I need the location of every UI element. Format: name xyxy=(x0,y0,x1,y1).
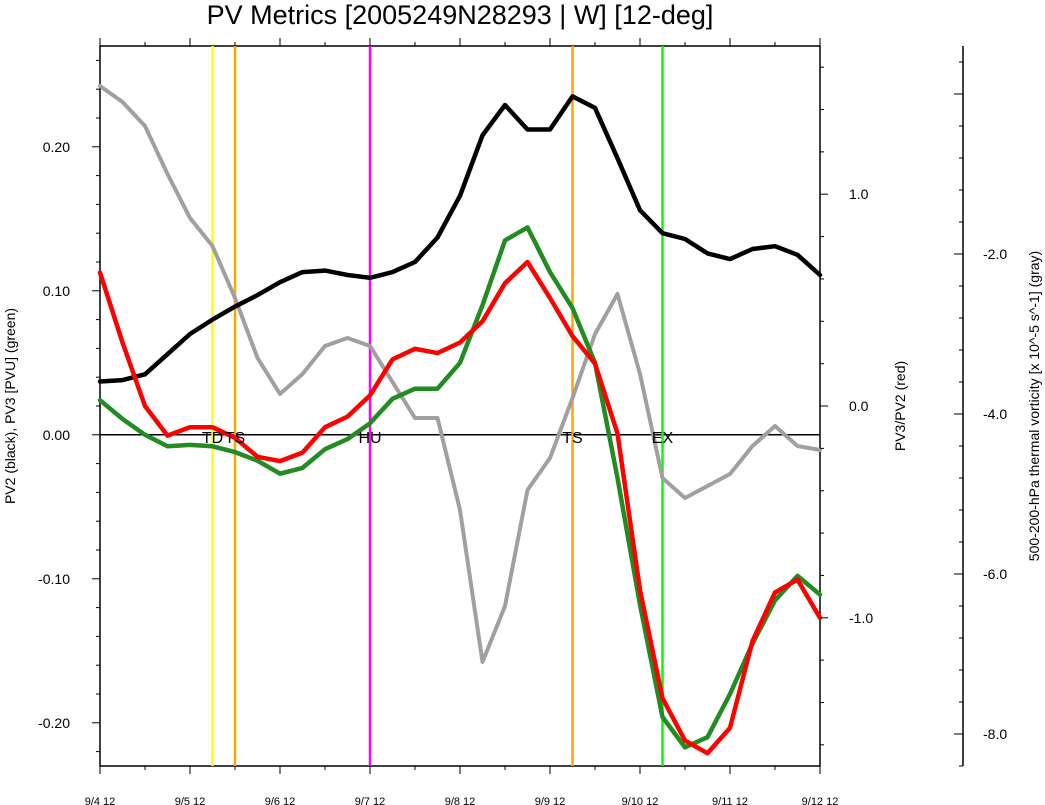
left-tick-label: 0.20 xyxy=(43,139,70,155)
event-label: HU xyxy=(358,430,381,447)
series-line-left xyxy=(97,94,823,384)
x-tick-label: 9/12 12 xyxy=(802,796,839,805)
x-tick-label: 9/7 12 xyxy=(355,796,386,805)
right-tick-label: -1.0 xyxy=(849,610,873,626)
far-right-tick-label: -4.0 xyxy=(983,406,1007,422)
x-tick-label: 9/8 12 xyxy=(445,796,476,805)
right-axis-label: PV3/PV2 (red) xyxy=(892,361,908,451)
plot-frame-group xyxy=(99,45,821,767)
chart-title: PV Metrics [2005249N28293 | W] [12-deg] xyxy=(207,0,714,30)
event-labels-group: TD TS HU TS EX xyxy=(202,430,674,447)
axes-group: 9/4 12 9/5 12 9/6 12 9/7 12 9/8 12 9/9 12 9/10… xyxy=(38,38,1007,805)
event-label: TD xyxy=(202,430,223,447)
right-tick-label: 1.0 xyxy=(849,186,869,202)
far-right-tick-label: -8.0 xyxy=(983,726,1007,742)
right-tick-label: 0.0 xyxy=(849,398,869,414)
series-line-left xyxy=(97,225,823,750)
left-tick-label: 0.10 xyxy=(43,283,70,299)
event-label: EX xyxy=(652,430,674,447)
far-right-tick-label: -2.0 xyxy=(983,246,1007,262)
x-tick-label: 9/6 12 xyxy=(265,796,296,805)
x-tick-label: 9/5 12 xyxy=(175,796,206,805)
left-tick-label: -0.20 xyxy=(38,715,70,731)
far-right-axis-label: 500-200-hPa thermal vorticity [x 10^-5 s… xyxy=(1026,251,1042,561)
x-tick-label: 9/4 12 xyxy=(85,796,116,805)
left-tick-label: -0.10 xyxy=(38,571,70,587)
event-label: TS xyxy=(562,430,582,447)
left-axis-label: PV2 (black), PV3 [PVU] (green) xyxy=(2,308,18,504)
event-label: TS xyxy=(225,430,245,447)
x-tick-label: 9/11 12 xyxy=(712,796,748,805)
x-tick-label: 9/10 12 xyxy=(622,796,659,805)
plot-frame xyxy=(99,45,821,767)
left-tick-label: 0.00 xyxy=(43,427,70,443)
event-lines-group xyxy=(211,46,664,766)
series-lines-group xyxy=(97,84,823,756)
series-line-far_right xyxy=(98,84,822,664)
x-tick-label: 9/9 12 xyxy=(535,796,566,805)
series-line-right xyxy=(97,259,823,756)
far-right-tick-label: -6.0 xyxy=(983,566,1007,582)
